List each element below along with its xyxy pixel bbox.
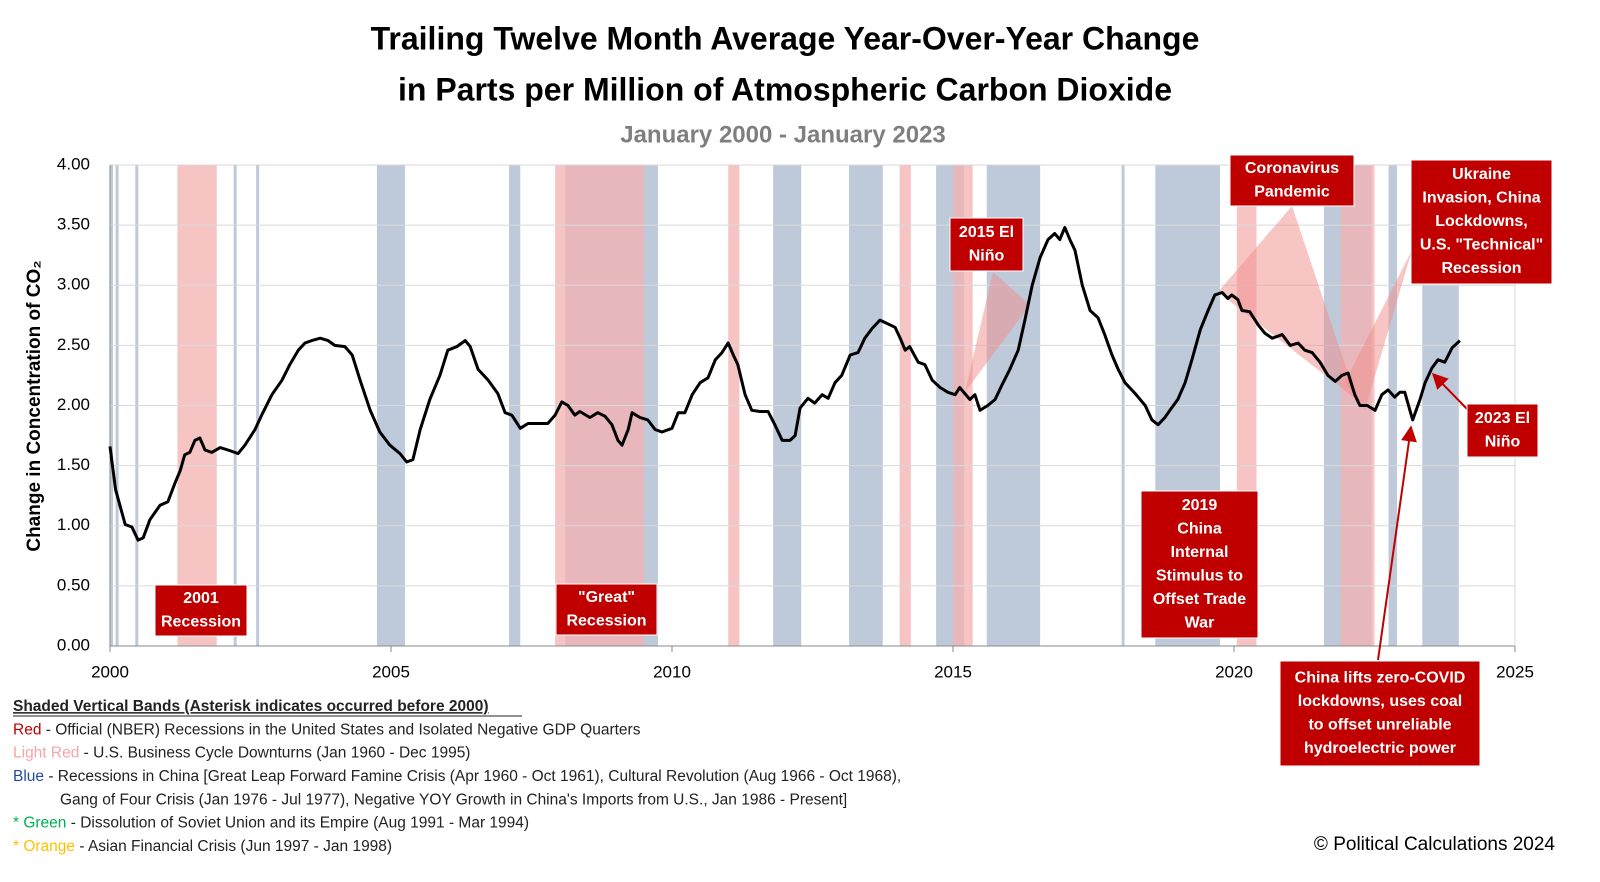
annotation-text: China lifts zero-COVID xyxy=(1295,669,1466,686)
note-line: * Green - Dissolution of Soviet Union an… xyxy=(13,815,529,832)
annotation-text: 2019 xyxy=(1182,497,1218,514)
annotation-text: Ukraine xyxy=(1452,166,1511,183)
note-key: * Green xyxy=(13,815,66,832)
plot xyxy=(108,226,1461,542)
annotation-box xyxy=(1410,159,1553,285)
note-text: - Dissolution of Soviet Union and its Em… xyxy=(66,815,529,832)
annotation-text: China xyxy=(1177,520,1222,537)
annotation-text: 2023 El xyxy=(1475,410,1530,427)
y-tick-label: 2.50 xyxy=(57,335,90,354)
annotation-text: 2001 xyxy=(183,590,219,607)
x-tick-label: 2010 xyxy=(653,662,691,681)
annotation-box xyxy=(949,217,1024,272)
annotation-text: lockdowns, uses coal xyxy=(1298,693,1463,710)
callout-wedges xyxy=(965,206,1412,410)
annotation-box xyxy=(555,583,658,636)
chart-title: in Parts per Million of Atmospheric Carb… xyxy=(398,71,1172,107)
note-text: - Asian Financial Crisis (Jun 1997 - Jan… xyxy=(75,838,392,855)
annotation-text: Invasion, China xyxy=(1422,190,1540,207)
notes-heading: Shaded Vertical Bands (Asterisk indicate… xyxy=(13,698,489,715)
note-line: Gang of Four Crisis (Jan 1976 - Jul 1977… xyxy=(60,791,847,808)
wedge xyxy=(1218,206,1357,400)
note-key: Red xyxy=(13,721,41,738)
y-tick-label: 3.50 xyxy=(57,215,90,234)
annotation-text: Lockdowns, xyxy=(1435,213,1527,230)
annotation-text: Recession xyxy=(161,613,241,630)
y-tick-label: 0.00 xyxy=(57,635,90,654)
note-line: Blue - Recessions in China [Great Leap F… xyxy=(13,768,901,785)
arrow xyxy=(1431,372,1469,411)
annotation-text: Niño xyxy=(969,247,1005,264)
annotation-text: Recession xyxy=(566,612,646,629)
arrow xyxy=(1377,425,1417,661)
annotation-text: hydroelectric power xyxy=(1304,740,1456,757)
annotation-text: U.S. "Technical" xyxy=(1420,237,1543,254)
x-tick-label: 2020 xyxy=(1215,662,1253,681)
annotation-box xyxy=(1466,403,1539,458)
annotation-box xyxy=(1279,660,1481,767)
annotation-text: "Great" xyxy=(578,589,635,606)
note-key: Light Red xyxy=(13,745,79,762)
annotation-text: to offset unreliable xyxy=(1308,716,1451,733)
notes: Shaded Vertical Bands (Asterisk indicate… xyxy=(13,698,901,855)
credit: © Political Calculations 2024 xyxy=(1314,834,1556,855)
annotation-text: Offset Trade xyxy=(1153,591,1246,608)
chart-subtitle: January 2000 - January 2023 xyxy=(620,121,946,148)
note-line: * Orange - Asian Financial Crisis (Jun 1… xyxy=(13,838,392,855)
x-tick-label: 2000 xyxy=(91,662,129,681)
annotation-box xyxy=(154,584,248,637)
note-key: Blue xyxy=(13,768,44,785)
x-tick-label: 2025 xyxy=(1496,662,1534,681)
wedge xyxy=(965,272,1030,392)
annotation-text: 2015 El xyxy=(959,224,1014,241)
annotation-text: Niño xyxy=(1485,433,1521,450)
y-tick-label: 3.00 xyxy=(57,275,90,294)
annotation-text: Stimulus to xyxy=(1156,567,1243,584)
annotation-text: Coronavirus xyxy=(1245,160,1339,177)
y-tick-label: 0.50 xyxy=(57,575,90,594)
annotation-box xyxy=(1229,154,1355,207)
annotations: 2001 Recession "Great" Recession 2015 El Niño… xyxy=(154,154,1553,767)
y-tick-label: 1.00 xyxy=(57,515,90,534)
note-line: Light Red - U.S. Business Cycle Downturn… xyxy=(13,745,470,762)
note-key: * Orange xyxy=(13,838,75,855)
data-line xyxy=(108,226,1461,542)
note-text: - Official (NBER) Recessions in the Unit… xyxy=(41,721,640,738)
annotation-text: War xyxy=(1185,614,1215,631)
note-line: Red - Official (NBER) Recessions in the … xyxy=(13,721,641,738)
grid: 0.00 0.50 1.00 1.50 2.00 2.50 3.00 3.50 4.00 2000… xyxy=(57,154,1534,681)
annotation-text: Recession xyxy=(1441,260,1521,277)
y-tick-label: 1.50 xyxy=(57,455,90,474)
annotation-box xyxy=(1140,490,1259,639)
y-axis-label: Change in Concentration of CO₂ xyxy=(24,260,45,551)
y-tick-label: 4.00 xyxy=(57,154,90,173)
x-tick-label: 2005 xyxy=(372,662,410,681)
chart-title: Trailing Twelve Month Average Year-Over-… xyxy=(371,20,1200,56)
annotation-text: Pandemic xyxy=(1254,183,1330,200)
note-text: - U.S. Business Cycle Downturns (Jan 196… xyxy=(79,745,470,762)
x-tick-label: 2015 xyxy=(934,662,972,681)
wedge xyxy=(1345,250,1412,410)
y-tick-label: 2.00 xyxy=(57,395,90,414)
annotation-text: Internal xyxy=(1171,544,1229,561)
note-text: - Recessions in China [Great Leap Forwar… xyxy=(44,768,901,785)
